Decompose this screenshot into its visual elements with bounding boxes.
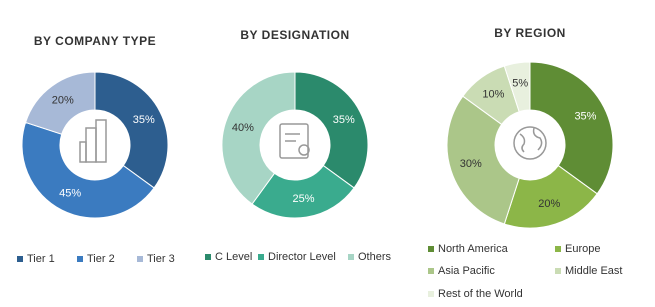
- icon-certificate: [279, 123, 310, 159]
- value-label: 25%: [293, 193, 315, 205]
- chart-title: BY DESIGNATION: [240, 28, 349, 42]
- donut-hole: [60, 110, 130, 180]
- legend-label: Director Level: [268, 251, 336, 263]
- legend-swatch: [555, 268, 561, 274]
- value-label: 35%: [333, 114, 355, 126]
- legend-label: Middle East: [565, 265, 622, 277]
- legend-swatch: [348, 254, 354, 260]
- legend-label: C Level: [215, 251, 252, 263]
- legend-swatch: [428, 291, 434, 297]
- value-label: 20%: [538, 198, 560, 210]
- legend-label: Rest of the World: [438, 288, 523, 300]
- legend-swatch: [555, 246, 561, 252]
- legend-swatch: [428, 246, 434, 252]
- value-label: 30%: [460, 158, 482, 170]
- legend-swatch: [17, 256, 23, 262]
- value-label: 45%: [59, 188, 81, 200]
- legend-swatch: [77, 256, 83, 262]
- value-label: 5%: [512, 77, 528, 89]
- donut-hole: [495, 110, 565, 180]
- chart-title: BY REGION: [494, 26, 566, 40]
- legend-swatch: [258, 254, 264, 260]
- value-label: 40%: [232, 122, 254, 134]
- chart-title: BY COMPANY TYPE: [34, 34, 156, 48]
- icon-building: [79, 119, 107, 163]
- legend-label: Tier 3: [147, 253, 175, 265]
- legend-swatch: [137, 256, 143, 262]
- value-label: 10%: [482, 89, 504, 101]
- value-label: 35%: [574, 111, 596, 123]
- donut-hole: [260, 110, 330, 180]
- legend-label: Others: [358, 251, 392, 263]
- legend-label: North America: [438, 243, 509, 255]
- legend-label: Tier 2: [87, 253, 115, 265]
- legend-label: Europe: [565, 243, 600, 255]
- legend-label: Tier 1: [27, 253, 55, 265]
- value-label: 20%: [52, 95, 74, 107]
- legend-swatch: [428, 268, 434, 274]
- legend-label: Asia Pacific: [438, 265, 495, 277]
- value-label: 35%: [133, 114, 155, 126]
- icon-globe: [513, 126, 547, 160]
- legend-swatch: [205, 254, 211, 260]
